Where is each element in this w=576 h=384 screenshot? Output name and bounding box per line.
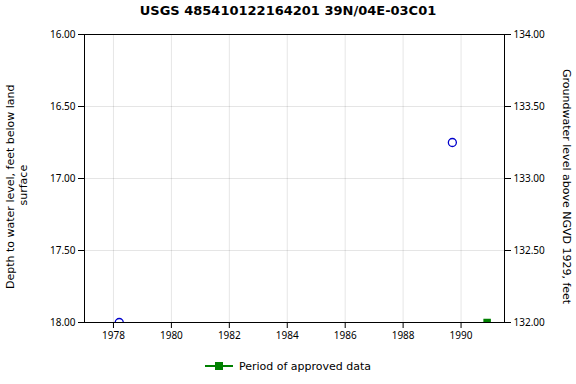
svg-text:1978: 1978 bbox=[102, 328, 125, 342]
svg-text:1980: 1980 bbox=[160, 328, 183, 342]
svg-text:1984: 1984 bbox=[276, 328, 299, 342]
svg-text:17.00: 17.00 bbox=[50, 171, 76, 185]
svg-text:132.50: 132.50 bbox=[514, 243, 546, 257]
svg-text:134.00: 134.00 bbox=[514, 27, 546, 41]
svg-text:1990: 1990 bbox=[450, 328, 473, 342]
svg-text:132.00: 132.00 bbox=[514, 315, 546, 329]
html-text:USGS 485410122164201 39N/04E-0: USGS 485410122164201 39N/04E-03C01 bbox=[139, 3, 437, 18]
html-text:Groundwater level above NGVD 1: Groundwater level above NGVD 1929, feet bbox=[559, 69, 573, 305]
svg-text:1986: 1986 bbox=[334, 328, 357, 342]
svg-text:16.50: 16.50 bbox=[50, 99, 76, 113]
svg-text:133.50: 133.50 bbox=[514, 99, 546, 113]
svg-text:17.50: 17.50 bbox=[50, 243, 76, 257]
html-text:Period of approved data: Period of approved data bbox=[238, 359, 372, 373]
svg-text:1988: 1988 bbox=[392, 328, 415, 342]
svg-text:16.00: 16.00 bbox=[50, 27, 76, 41]
svg-text:18.00: 18.00 bbox=[50, 315, 76, 329]
svg-text:1982: 1982 bbox=[218, 328, 241, 342]
svg-text:133.00: 133.00 bbox=[514, 171, 546, 185]
html-text:Depth to water level, feet bel: Depth to water level, feet below land su… bbox=[4, 84, 30, 290]
